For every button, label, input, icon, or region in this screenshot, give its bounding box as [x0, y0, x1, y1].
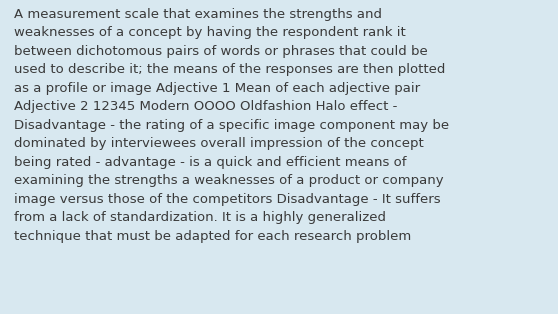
Text: A measurement scale that examines the strengths and
weaknesses of a concept by h: A measurement scale that examines the st… — [14, 8, 449, 243]
